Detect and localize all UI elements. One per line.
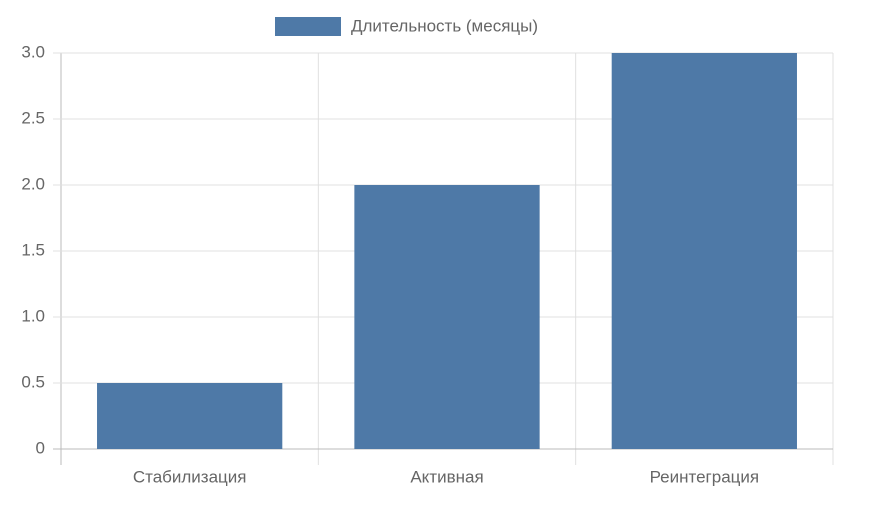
y-tick-label: 1.5 bbox=[21, 240, 45, 259]
y-tick-label: 1.0 bbox=[21, 306, 45, 325]
x-tick-label: Стабилизация bbox=[133, 467, 247, 486]
y-tick-label: 0 bbox=[36, 438, 45, 457]
x-tick-label: Активная bbox=[410, 467, 483, 486]
y-tick-label: 2.0 bbox=[21, 174, 45, 193]
bar bbox=[611, 53, 797, 449]
y-tick-label: 2.5 bbox=[21, 108, 45, 127]
x-tick-label: Реинтеграция bbox=[650, 467, 760, 486]
bar bbox=[97, 383, 283, 449]
y-tick-label: 0.5 bbox=[21, 372, 45, 391]
legend-label: Длительность (месяцы) bbox=[351, 16, 538, 35]
bar bbox=[354, 185, 540, 449]
y-tick-label: 3.0 bbox=[21, 42, 45, 61]
legend-swatch bbox=[275, 17, 341, 36]
